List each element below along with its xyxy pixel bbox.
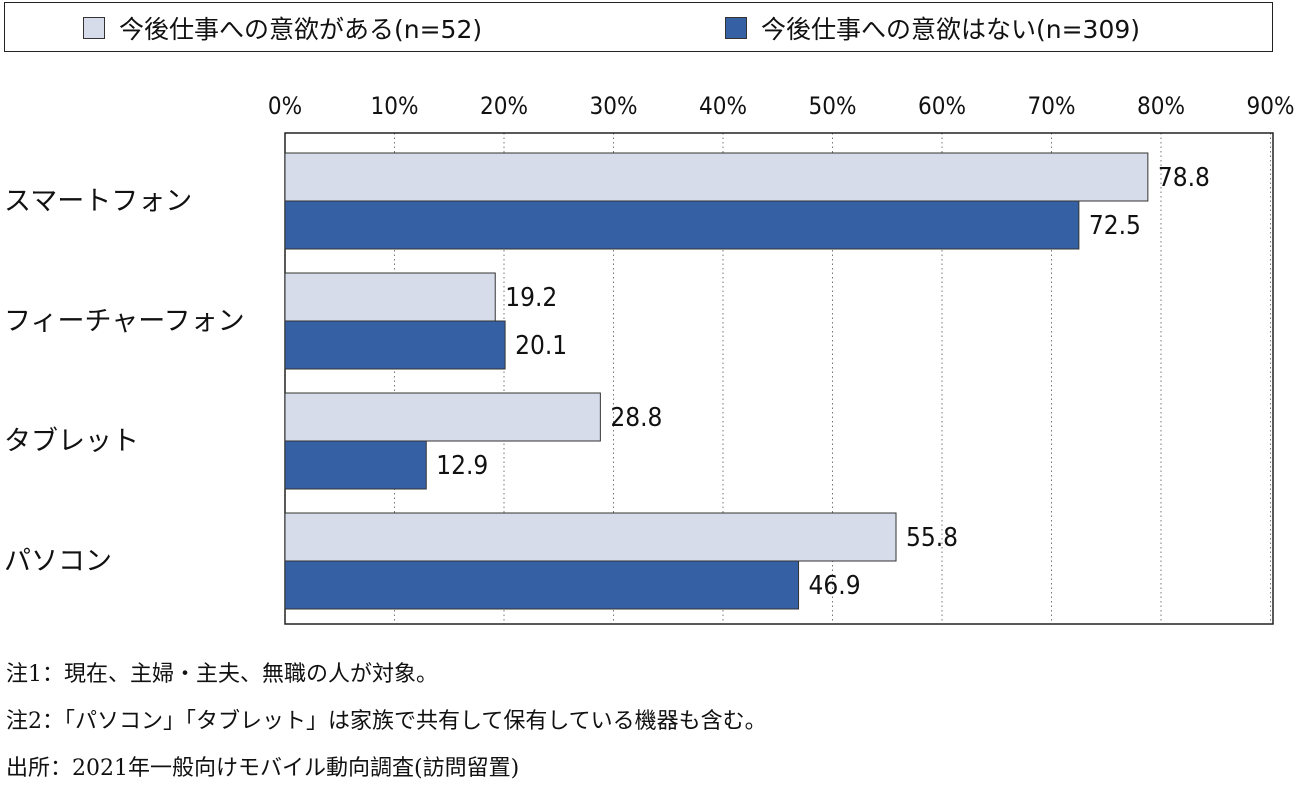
data-label: 72.5 <box>1089 211 1141 241</box>
legend-swatch-series-2 <box>725 17 747 39</box>
legend-label-series-1: 今後仕事への意欲がある(n=52) <box>119 15 483 44</box>
bar <box>284 512 897 562</box>
category-label: フィーチャーフォン <box>4 306 245 337</box>
x-tick-label: 40% <box>699 92 747 120</box>
bar <box>284 272 496 322</box>
category-label: スマートフォン <box>4 186 192 217</box>
x-tick-label: 20% <box>480 92 528 120</box>
x-tick-label: 80% <box>1137 92 1185 120</box>
x-tick-label: 60% <box>918 92 966 120</box>
category-label: パソコン <box>4 546 112 577</box>
plot-area-frame <box>284 132 1274 625</box>
chart-legend: 今後仕事への意欲がある(n=52) 今後仕事への意欲はない(n=309) <box>4 2 1273 52</box>
data-label: 12.9 <box>436 451 488 481</box>
bar <box>284 152 1149 202</box>
legend-item-series-1: 今後仕事への意欲がある(n=52) <box>83 13 483 44</box>
bar <box>284 440 427 490</box>
data-label: 46.9 <box>809 571 861 601</box>
data-label: 78.8 <box>1158 163 1210 193</box>
x-tick-label: 70% <box>1028 92 1076 120</box>
bar <box>284 560 800 610</box>
data-label: 28.8 <box>610 403 662 433</box>
bar <box>284 320 506 370</box>
note-2: 注2：「パソコン」「タブレット」は家族で共有して保有している機器も含む。 <box>6 709 767 734</box>
x-tick-label: 30% <box>590 92 638 120</box>
category-label: タブレット <box>4 426 139 457</box>
note-1: 注1：現在、主婦・主夫、無職の人が対象。 <box>6 662 438 687</box>
data-label: 55.8 <box>906 523 958 553</box>
bar <box>284 392 601 442</box>
bar-chart: 0% 10% 20% 30% 40% 50% 60% 70% 80% 90% スマートフォン 78.8… <box>4 92 1295 625</box>
legend-label-series-2: 今後仕事への意欲はない(n=309) <box>761 15 1141 44</box>
x-tick-label: 0% <box>268 92 302 120</box>
data-label: 19.2 <box>505 283 557 313</box>
data-label: 20.1 <box>515 331 567 361</box>
source-note: 出所：2021年一般向けモバイル動向調査(訪問留置) <box>6 756 520 781</box>
legend-swatch-series-1 <box>83 17 105 39</box>
legend-item-series-2: 今後仕事への意欲はない(n=309) <box>725 13 1141 44</box>
x-tick-label: 50% <box>809 92 857 120</box>
x-tick-label: 10% <box>371 92 419 120</box>
x-tick-label: 90% <box>1247 92 1295 120</box>
bar <box>284 200 1080 250</box>
